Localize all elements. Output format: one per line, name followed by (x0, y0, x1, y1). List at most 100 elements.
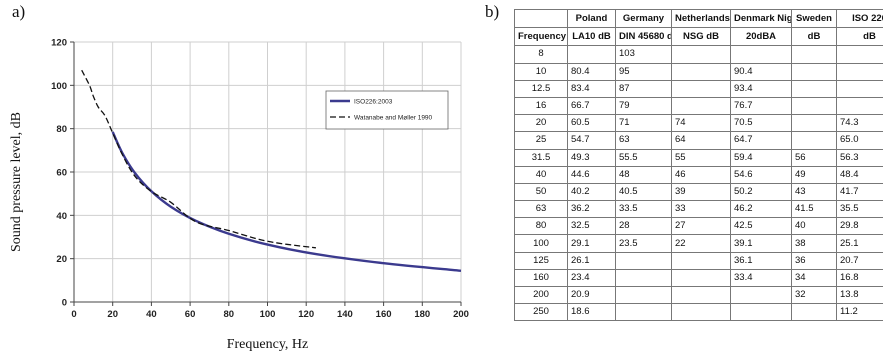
table-row: 250 18.6 11.2 (514, 303, 883, 322)
table-cell (730, 285, 792, 305)
table-row: 80 32.5 28 27 42.5 40 29.8 (514, 217, 883, 236)
table-row: 25 54.7 63 64 64.7 65.0 (514, 131, 883, 150)
table-cell: 93.4 (730, 79, 792, 98)
table-cell: 41.7 (836, 182, 883, 202)
x-tick-label: 60 (185, 309, 196, 320)
table-cell: 34 (791, 268, 837, 288)
x-tick-label: 0 (71, 309, 76, 320)
table-cell: 33.5 (615, 200, 672, 219)
table-row: 125 26.1 36.1 36 20.7 (514, 251, 883, 270)
table-cell: 90.4 (730, 62, 792, 81)
table-cell: ISO 226 (836, 9, 883, 29)
table-cell (791, 79, 837, 98)
y-tick-label: 40 (56, 211, 67, 222)
x-tick-label: 20 (107, 309, 118, 320)
table-cell: 87 (615, 79, 672, 98)
x-tick-label: 140 (337, 309, 353, 320)
table-cell: 36 (791, 251, 837, 270)
chart-legend: ISO226:2003 Watanabe and Møller 1990 (325, 90, 449, 130)
panel-b-label: b) (485, 2, 500, 21)
table-cell: 71 (615, 114, 672, 133)
table-cell: 64.7 (730, 131, 792, 150)
table-cell (836, 79, 883, 98)
table-cell (671, 285, 731, 305)
table-cell (836, 45, 883, 64)
table-cell: Poland (567, 9, 616, 29)
table-cell: 11.2 (836, 303, 883, 322)
table-cell: 36.1 (730, 251, 792, 270)
series-line-1 (111, 131, 462, 272)
table-cell: 49 (791, 165, 837, 184)
table-cell (836, 96, 883, 116)
table-cell: 40 (514, 165, 568, 184)
table-row: 8 103 (514, 45, 883, 64)
table-cell: 103 (615, 45, 672, 64)
table-cell: 41.5 (791, 200, 837, 219)
table-cell: 20.9 (567, 285, 616, 305)
table-cell: 20.7 (836, 251, 883, 270)
table-cell: 50 (514, 182, 568, 202)
table-cell: 46 (671, 165, 731, 184)
threshold-chart: 0 20 40 60 80 100 120 140 160 180 200 0 20 40 60 80 100 1… (9, 38, 469, 353)
table-cell: 50.2 (730, 182, 792, 202)
table-cell (791, 303, 837, 322)
table-cell: 64 (671, 131, 731, 150)
table-cell: 20 (514, 114, 568, 133)
table-cell: Frequency Hz (514, 27, 568, 47)
table-row: 12.5 83.4 87 93.4 (514, 79, 883, 98)
table-cell: 33 (671, 200, 731, 219)
table-cell: LA10 dB (567, 27, 616, 47)
table-row: 16 66.7 79 76.7 (514, 96, 883, 116)
table-cell (615, 268, 672, 288)
table-cell: 55 (671, 148, 731, 167)
table-row: 200 20.9 32 13.8 (514, 285, 883, 305)
table-cell: 125 (514, 251, 568, 270)
x-tick-label: 100 (260, 309, 276, 320)
table-cell: dB (791, 27, 837, 47)
table-cell (514, 9, 568, 29)
table-cell: 31.5 (514, 148, 568, 167)
table-cell (671, 45, 731, 64)
table-cell (791, 45, 837, 64)
table-cell: 12.5 (514, 79, 568, 98)
table-cell: 16 (514, 96, 568, 116)
table-cell (671, 62, 731, 81)
y-tick-label: 20 (56, 254, 67, 265)
table-cell: 38 (791, 234, 837, 253)
table-cell: Germany (615, 9, 672, 29)
x-tick-label: 120 (298, 309, 314, 320)
table-row: 63 36.2 33.5 33 46.2 41.5 35.5 (514, 200, 883, 219)
table-cell: 46.2 (730, 200, 792, 219)
table-cell: 59.4 (730, 148, 792, 167)
table-cell: 48 (615, 165, 672, 184)
table-cell: 83.4 (567, 79, 616, 98)
table-cell: 49.3 (567, 148, 616, 167)
table-cell: 25 (514, 131, 568, 150)
table-cell: 48.4 (836, 165, 883, 184)
legend-label-2: Watanabe and Møller 1990 (354, 115, 433, 122)
chart-axes (70, 41, 462, 306)
table-cell: 32.5 (567, 217, 616, 236)
table-cell: 20dBA (730, 27, 792, 47)
table-cell: 8 (514, 45, 568, 64)
table-cell (671, 268, 731, 288)
table-cell (671, 251, 731, 270)
table-cell: 55.5 (615, 148, 672, 167)
table-cell: 10 (514, 62, 568, 81)
table-cell: 33.4 (730, 268, 792, 288)
table-cell (730, 45, 792, 64)
table-cell: 39 (671, 182, 731, 202)
table-cell: 40 (791, 217, 837, 236)
table-row: 160 23.4 33.4 34 16.8 (514, 268, 883, 288)
series-line-2 (81, 69, 316, 249)
x-tick-label: 180 (414, 309, 430, 320)
table-cell: 63 (514, 200, 568, 219)
table-row: 10 80.4 95 90.4 (514, 62, 883, 81)
y-tick-label: 80 (56, 124, 67, 135)
table-cell: 27 (671, 217, 731, 236)
table-cell: 63 (615, 131, 672, 150)
table-cell (730, 303, 792, 322)
